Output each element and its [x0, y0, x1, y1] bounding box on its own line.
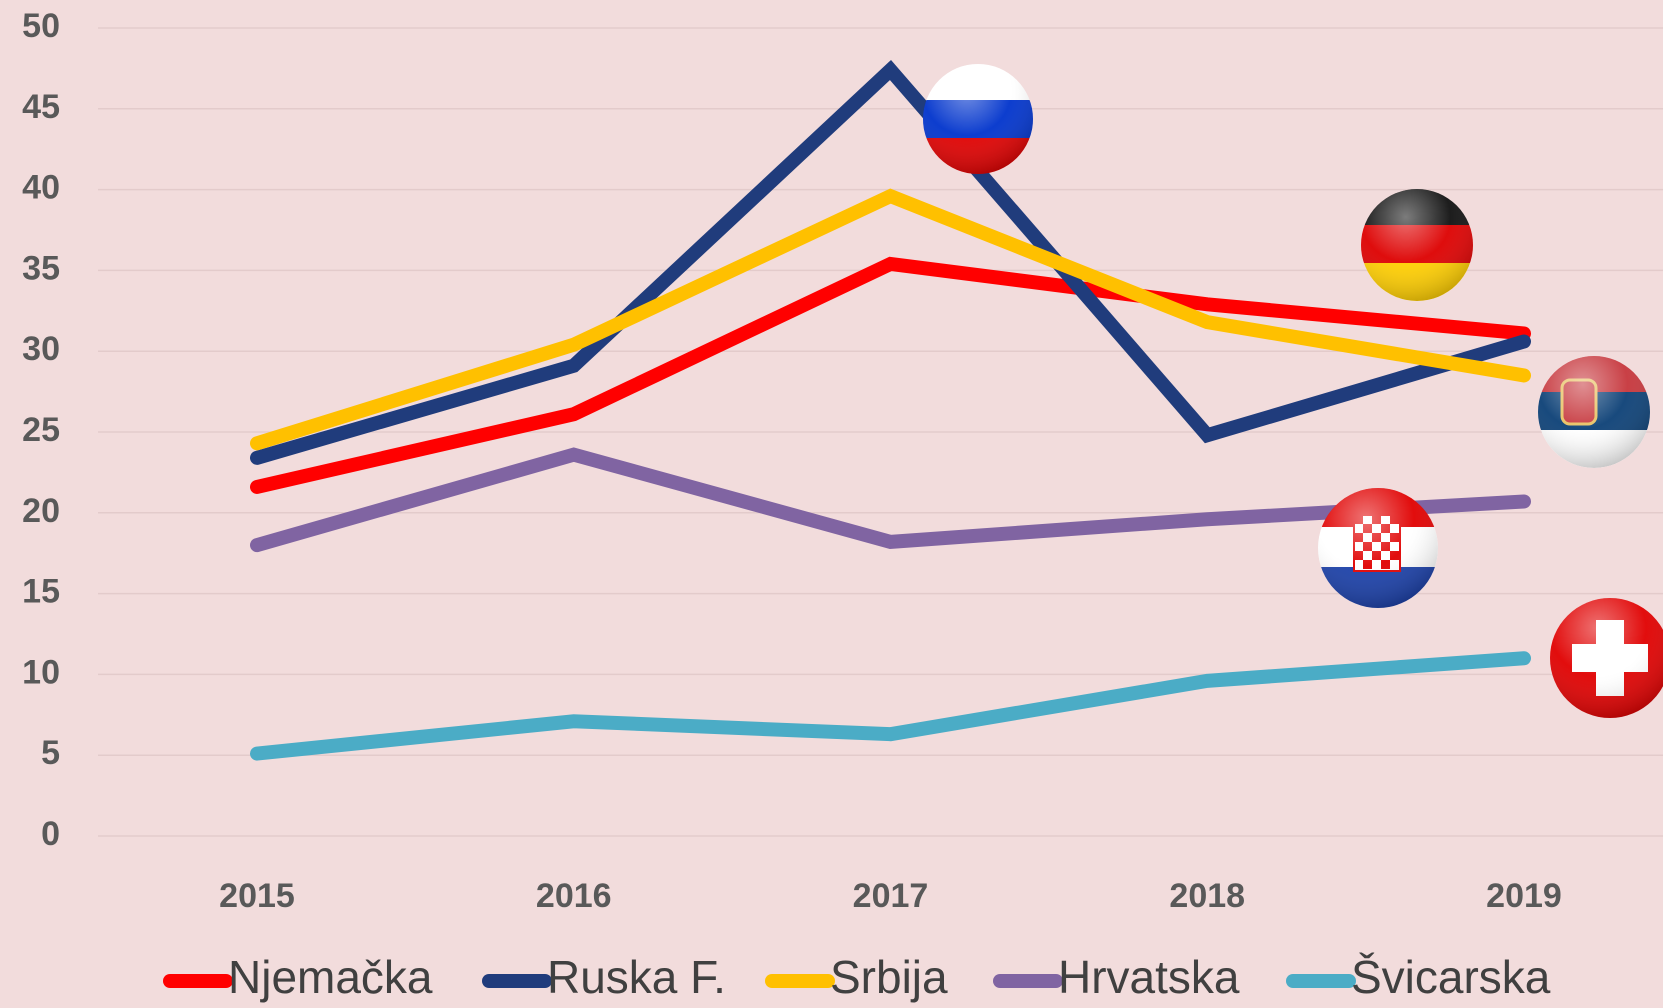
legend-label: Hrvatska	[1058, 951, 1240, 1003]
y-tick-label: 45	[22, 88, 60, 126]
x-tick-label: 2018	[1169, 877, 1245, 915]
y-tick-label: 50	[22, 7, 60, 45]
x-tick-label: 2015	[219, 877, 295, 915]
series-line	[250, 256, 1531, 494]
series-line	[250, 188, 1531, 451]
legend-label: Ruska F.	[547, 951, 726, 1003]
flag-croatia	[1318, 488, 1438, 608]
x-tick-label: 2019	[1486, 877, 1562, 915]
legend-label: Švicarska	[1351, 951, 1551, 1003]
y-tick-label: 25	[22, 411, 60, 449]
legend-label: Srbija	[830, 951, 948, 1003]
y-tick-label: 10	[22, 653, 60, 691]
y-tick-label: 20	[22, 492, 60, 530]
x-tick-label: 2017	[853, 877, 929, 915]
x-tick-label: 2016	[536, 877, 612, 915]
flag-germany	[1361, 189, 1473, 301]
flag-serbia	[1538, 356, 1650, 468]
series-line	[250, 651, 1531, 761]
y-tick-label: 0	[41, 815, 60, 853]
y-tick-label: 30	[22, 330, 60, 368]
flag-switzerland	[1550, 598, 1663, 718]
series-line	[250, 447, 1531, 553]
flags	[923, 64, 1663, 718]
series-line	[250, 59, 1531, 465]
y-tick-label: 40	[22, 169, 60, 207]
y-tick-label: 15	[22, 573, 60, 611]
y-tick-label: 5	[41, 734, 60, 772]
y-tick-label: 35	[22, 249, 60, 287]
flag-russia	[923, 64, 1033, 174]
legend-label: Njemačka	[228, 951, 433, 1003]
